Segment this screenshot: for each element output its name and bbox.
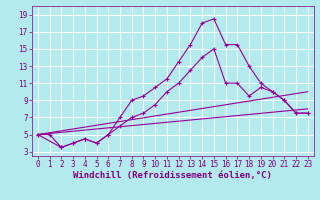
X-axis label: Windchill (Refroidissement éolien,°C): Windchill (Refroidissement éolien,°C) — [73, 171, 272, 180]
